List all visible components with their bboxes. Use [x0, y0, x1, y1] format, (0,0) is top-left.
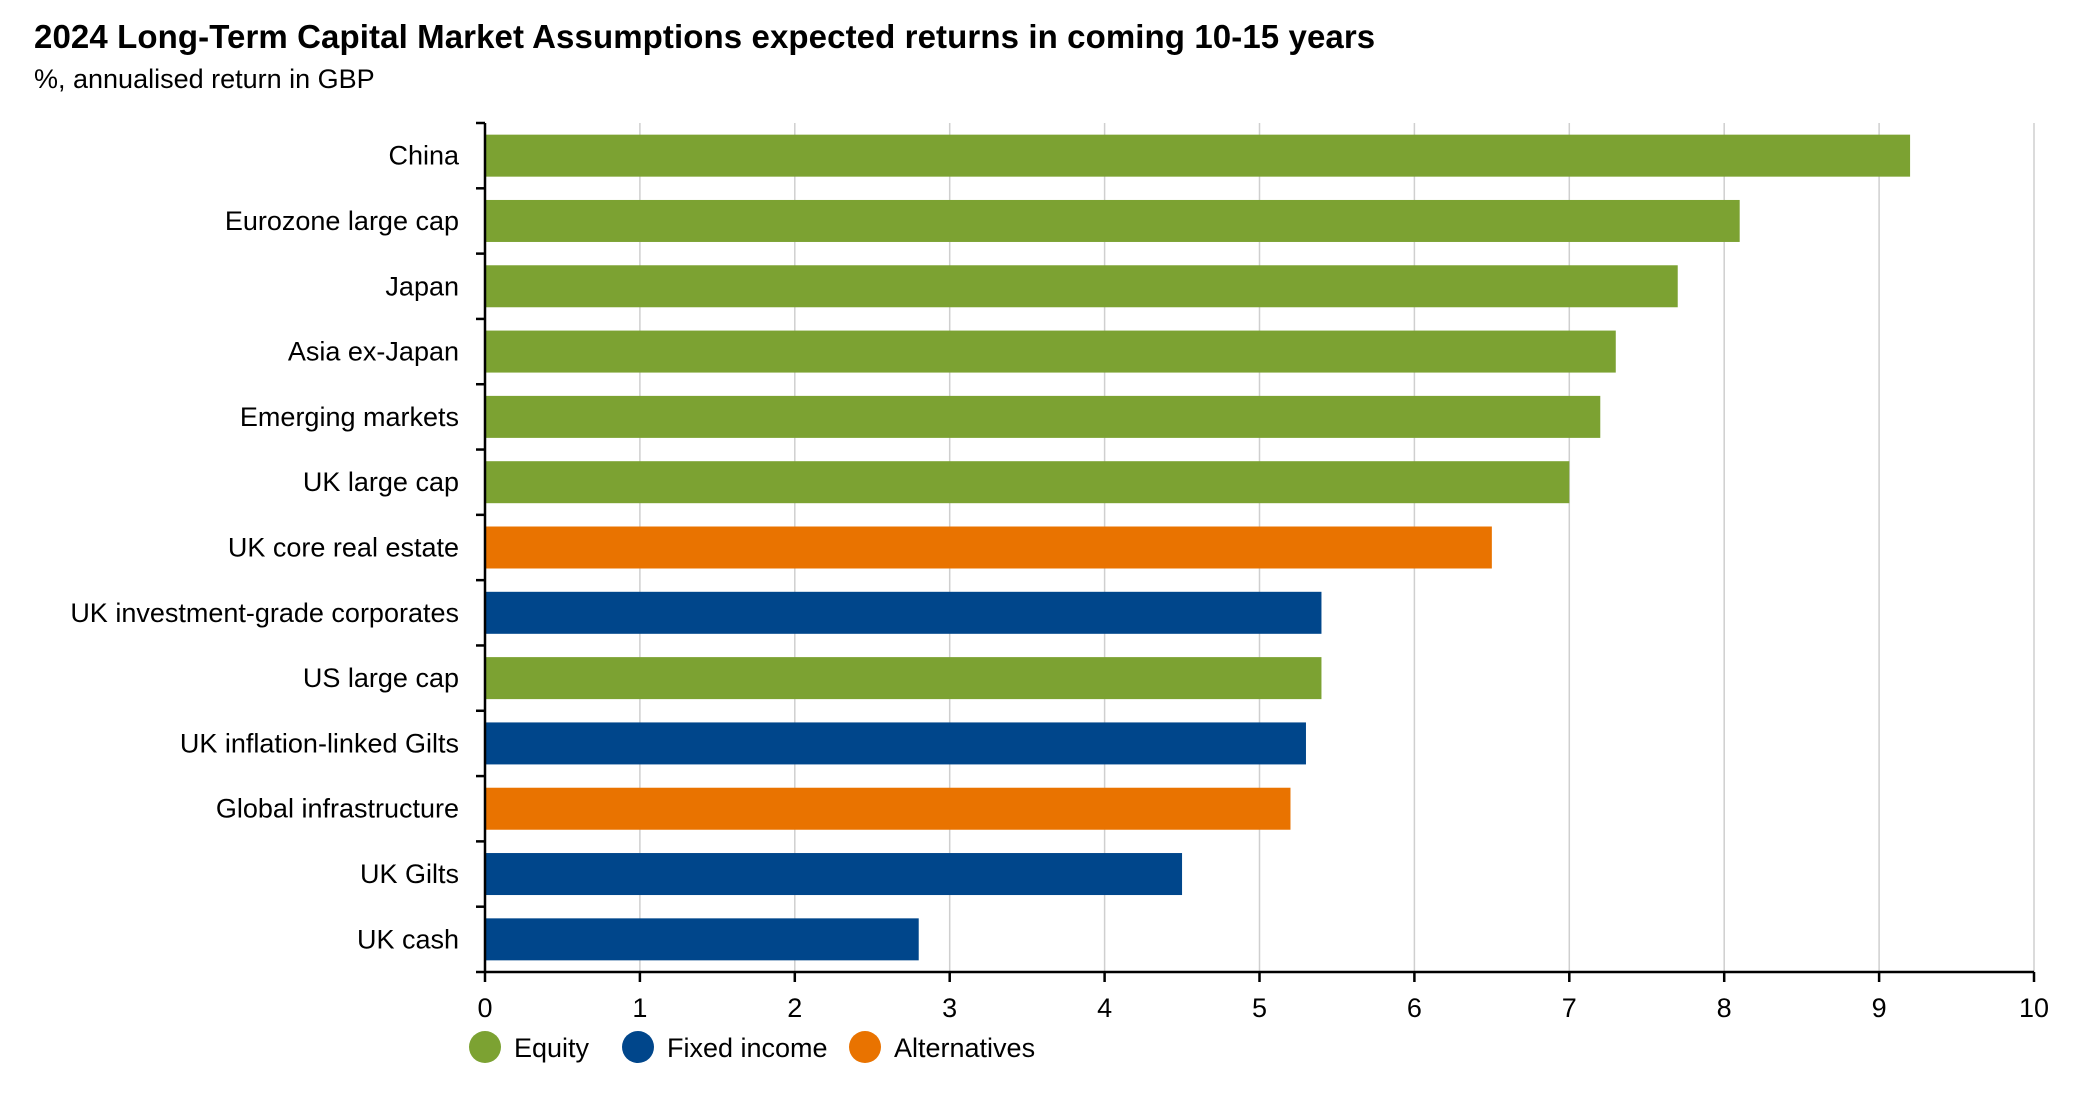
category-label-7: UK investment-grade corporates — [70, 598, 459, 628]
bar-0 — [485, 134, 1911, 177]
category-label-3: Asia ex-Japan — [288, 337, 459, 367]
category-label-10: Global infrastructure — [216, 794, 459, 824]
x-tick-labels: 0 1 2 3 4 5 6 7 8 9 10 — [477, 993, 2049, 1023]
x-tick-label-9: 9 — [1872, 993, 1887, 1023]
x-tick-label-1: 1 — [632, 993, 647, 1023]
category-label-5: UK large cap — [303, 467, 459, 497]
x-tick-label-3: 3 — [942, 993, 957, 1023]
bar-2 — [485, 265, 1678, 308]
x-tick-label-4: 4 — [1097, 993, 1112, 1023]
x-tick-label-10: 10 — [2019, 993, 2049, 1023]
category-label-12: UK cash — [357, 924, 459, 954]
bar-6 — [485, 526, 1492, 569]
legend-label-2: Alternatives — [894, 1033, 1035, 1063]
category-label-2: Japan — [385, 271, 459, 301]
legend: Equity Fixed income Alternatives — [469, 1031, 1035, 1063]
chart-title: 2024 Long-Term Capital Market Assumption… — [34, 18, 1376, 55]
category-label-6: UK core real estate — [228, 533, 459, 563]
bar-4 — [485, 395, 1601, 438]
category-label-8: US large cap — [303, 663, 459, 693]
category-label-9: UK inflation-linked Gilts — [180, 728, 459, 758]
bar-5 — [485, 461, 1570, 504]
legend-label-0: Equity — [514, 1033, 590, 1063]
x-tick-label-0: 0 — [477, 993, 492, 1023]
x-tick-label-7: 7 — [1562, 993, 1577, 1023]
category-label-4: Emerging markets — [240, 402, 459, 432]
bar-11 — [485, 853, 1183, 896]
legend-label-1: Fixed income — [667, 1033, 828, 1063]
bars — [485, 134, 1911, 961]
axes — [476, 121, 2036, 982]
category-labels: China Eurozone large cap Japan Asia ex-Japa… — [70, 141, 460, 955]
chart-subtitle: %, annualised return in GBP — [34, 64, 375, 94]
bar-12 — [485, 918, 919, 961]
bar-10 — [485, 787, 1291, 830]
x-tick-label-2: 2 — [787, 993, 802, 1023]
x-tick-label-8: 8 — [1717, 993, 1732, 1023]
x-tick-label-6: 6 — [1407, 993, 1422, 1023]
category-label-1: Eurozone large cap — [225, 206, 459, 236]
legend-marker-1 — [622, 1031, 654, 1063]
bar-9 — [485, 722, 1306, 765]
bar-8 — [485, 657, 1322, 700]
legend-marker-0 — [469, 1031, 501, 1063]
bar-1 — [485, 199, 1740, 242]
legend-marker-2 — [849, 1031, 881, 1063]
category-label-11: UK Gilts — [360, 859, 459, 889]
bar-7 — [485, 591, 1322, 634]
bar-3 — [485, 330, 1616, 373]
category-label-0: China — [388, 141, 460, 171]
x-tick-label-5: 5 — [1252, 993, 1267, 1023]
